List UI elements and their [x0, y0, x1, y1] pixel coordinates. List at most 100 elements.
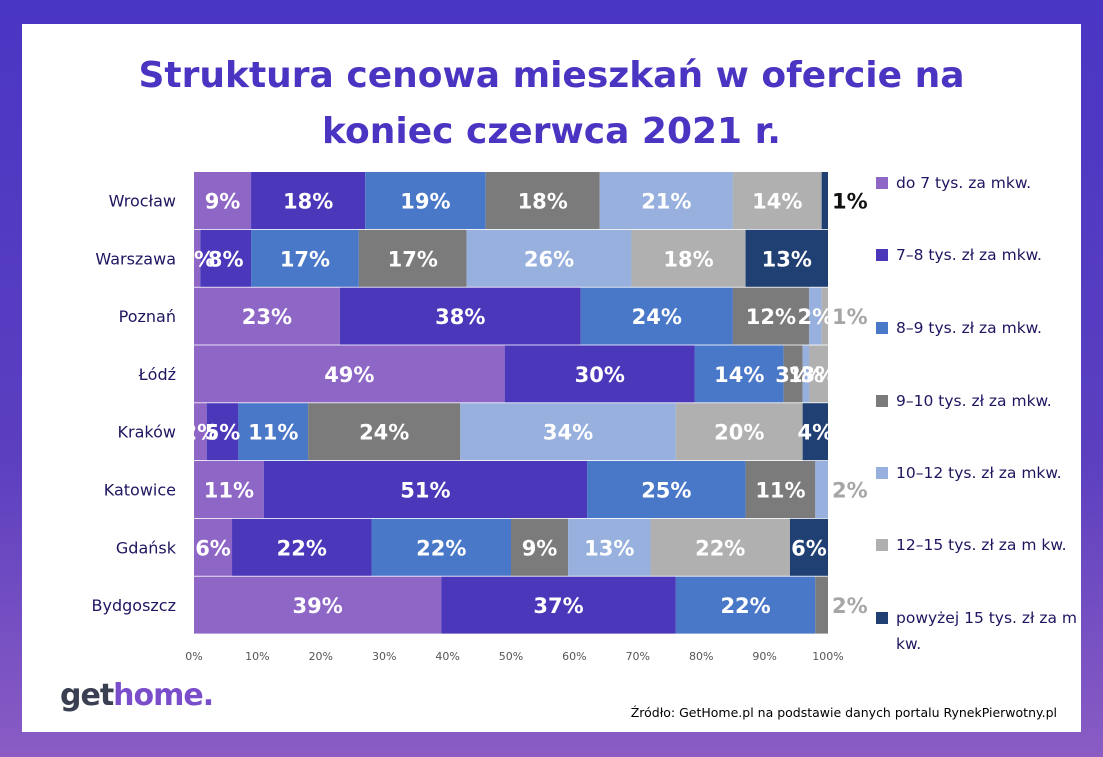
bar-segment-poznan-s2 — [580, 287, 733, 345]
data-label-poznan-s4: 2% — [797, 305, 833, 329]
legend-label: powyżej 15 tys. zł za m kw. — [896, 609, 1078, 653]
data-label-krakow-s0: 2% — [183, 421, 219, 445]
legend-label: 7–8 tys. zł za mkw. — [896, 246, 1042, 264]
data-label-poznan-s2: 24% — [632, 305, 682, 329]
x-tick-label: 40% — [435, 650, 459, 663]
bar-segment-lodz-s1 — [504, 345, 695, 403]
category-label-bydgoszcz: Bydgoszcz — [92, 596, 176, 615]
category-label-krakow: Kraków — [118, 423, 176, 442]
bar-segment-bydgoszcz-s1 — [441, 576, 676, 634]
legend-label: 10–12 tys. zł za mkw. — [896, 464, 1062, 482]
data-label-katowice-s1: 51% — [400, 479, 450, 503]
bar-segment-katowice-s0 — [194, 461, 264, 518]
data-label-lodz-s2: 14% — [714, 363, 764, 387]
bar-segment-warszawa-s6 — [745, 229, 828, 287]
bar-segment-lodz-s4 — [802, 345, 809, 403]
data-label-gdansk-s0: 6% — [195, 536, 231, 560]
data-label-gdansk-s1: 22% — [277, 536, 327, 560]
legend-swatch — [876, 249, 888, 261]
data-label-wroclaw-s1: 18% — [283, 190, 333, 214]
data-label-lodz-s5: 3% — [801, 363, 837, 387]
bar-segment-gdansk-s0 — [194, 518, 233, 576]
legend-label: do 7 tys. za mkw. — [896, 174, 1032, 192]
x-tick-label: 100% — [812, 650, 843, 663]
bar-segment-katowice-s4 — [815, 461, 828, 518]
data-label-katowice-s2: 25% — [641, 479, 691, 503]
source-note: Źródło: GetHome.pl na podstawie danych p… — [630, 705, 1057, 720]
bar-segment-krakow-s6 — [802, 403, 828, 461]
bar-segment-katowice-s2 — [587, 461, 746, 518]
bar-segment-krakow-s5 — [675, 403, 803, 461]
bar-segment-warszawa-s2 — [251, 229, 359, 287]
category-label-warszawa: Warszawa — [95, 249, 176, 268]
bar-segment-katowice-s3 — [745, 461, 816, 518]
data-label-lodz-s1: 30% — [575, 363, 625, 387]
x-tick-label: 0% — [185, 650, 202, 663]
data-label-wroclaw-s6: 1% — [832, 190, 868, 214]
x-tick-label: 90% — [752, 650, 776, 663]
category-label-katowice: Katowice — [104, 481, 176, 500]
legend-swatch — [876, 395, 888, 407]
x-tick-label: 10% — [245, 650, 269, 663]
bar-segment-katowice-s1 — [263, 461, 588, 518]
data-label-poznan-s0: 23% — [242, 305, 292, 329]
gethome-logo: gethome. — [60, 678, 214, 713]
bar-segment-krakow-s4 — [460, 403, 676, 461]
bar-segment-warszawa-s3 — [358, 229, 467, 287]
legend-label: 12–15 tys. zł za m kw. — [896, 536, 1067, 554]
bar-segment-warszawa-s1 — [200, 229, 252, 287]
legend-swatch — [876, 612, 888, 624]
chart-title-line-2: koniec czerwca 2021 r. — [322, 111, 781, 152]
data-label-lodz-s3: 3% — [775, 363, 811, 387]
bar-segment-poznan-s0 — [194, 287, 340, 345]
data-label-warszawa-s3: 17% — [388, 247, 438, 271]
data-label-krakow-s4: 34% — [543, 421, 593, 445]
bar-segment-poznan-s4 — [808, 287, 822, 345]
data-label-bydgoszcz-s0: 39% — [292, 594, 342, 618]
legend-swatch — [876, 467, 888, 479]
bar-segment-poznan-s1 — [339, 287, 581, 345]
data-label-gdansk-s5: 22% — [695, 536, 745, 560]
bar-segment-gdansk-s6 — [789, 518, 828, 576]
data-label-poznan-s1: 38% — [435, 305, 485, 329]
bar-segment-warszawa-s0 — [194, 229, 201, 287]
bar-segment-wroclaw-s1 — [251, 172, 366, 229]
bar-segment-bydgoszcz-s0 — [194, 576, 442, 634]
category-label-gdansk: Gdańsk — [116, 538, 177, 557]
data-label-wroclaw-s4: 21% — [641, 190, 691, 214]
bar-segment-gdansk-s2 — [371, 518, 511, 576]
chart-title-line-1: Struktura cenowa mieszkań w ofercie na — [138, 55, 965, 96]
data-label-warszawa-s1: 8% — [208, 247, 244, 271]
bar-segment-lodz-s3 — [783, 345, 803, 403]
bar-segment-wroclaw-s2 — [365, 172, 486, 229]
data-label-gdansk-s4: 13% — [584, 536, 634, 560]
logo-part-get: get — [60, 678, 114, 713]
category-label-lodz: Łódź — [138, 365, 176, 384]
data-label-wroclaw-s0: 9% — [205, 190, 241, 214]
bar-segment-warszawa-s4 — [466, 229, 632, 287]
data-label-warszawa-s5: 18% — [663, 247, 713, 271]
legend-label: 8–9 tys. zł za mkw. — [896, 319, 1042, 337]
bar-segment-lodz-s2 — [694, 345, 784, 403]
legend-swatch — [876, 322, 888, 334]
bar-segment-bydgoszcz-s3 — [815, 576, 828, 634]
chart-title: Struktura cenowa mieszkań w ofercie na k… — [0, 48, 1103, 160]
data-label-katowice-s0: 11% — [204, 479, 254, 503]
bar-segment-lodz-s5 — [808, 345, 828, 403]
bar-segment-wroclaw-s4 — [599, 172, 733, 229]
x-tick-label: 70% — [626, 650, 650, 663]
bar-segment-wroclaw-s0 — [194, 172, 252, 229]
bar-segment-gdansk-s1 — [232, 518, 372, 576]
data-label-bydgoszcz-s2: 22% — [720, 594, 770, 618]
bar-segment-warszawa-s5 — [631, 229, 746, 287]
data-label-poznan-s3: 12% — [746, 305, 796, 329]
data-label-bydgoszcz-s1: 37% — [533, 594, 583, 618]
bar-segment-wroclaw-s5 — [732, 172, 822, 229]
x-tick-label: 80% — [689, 650, 713, 663]
data-label-gdansk-s2: 22% — [416, 536, 466, 560]
bar-segment-lodz-s0 — [194, 345, 505, 403]
data-label-bydgoszcz-s3: 2% — [832, 594, 868, 618]
bar-segment-poznan-s3 — [732, 287, 809, 345]
data-label-katowice-s4: 2% — [832, 479, 868, 503]
bar-segment-krakow-s3 — [308, 403, 461, 461]
